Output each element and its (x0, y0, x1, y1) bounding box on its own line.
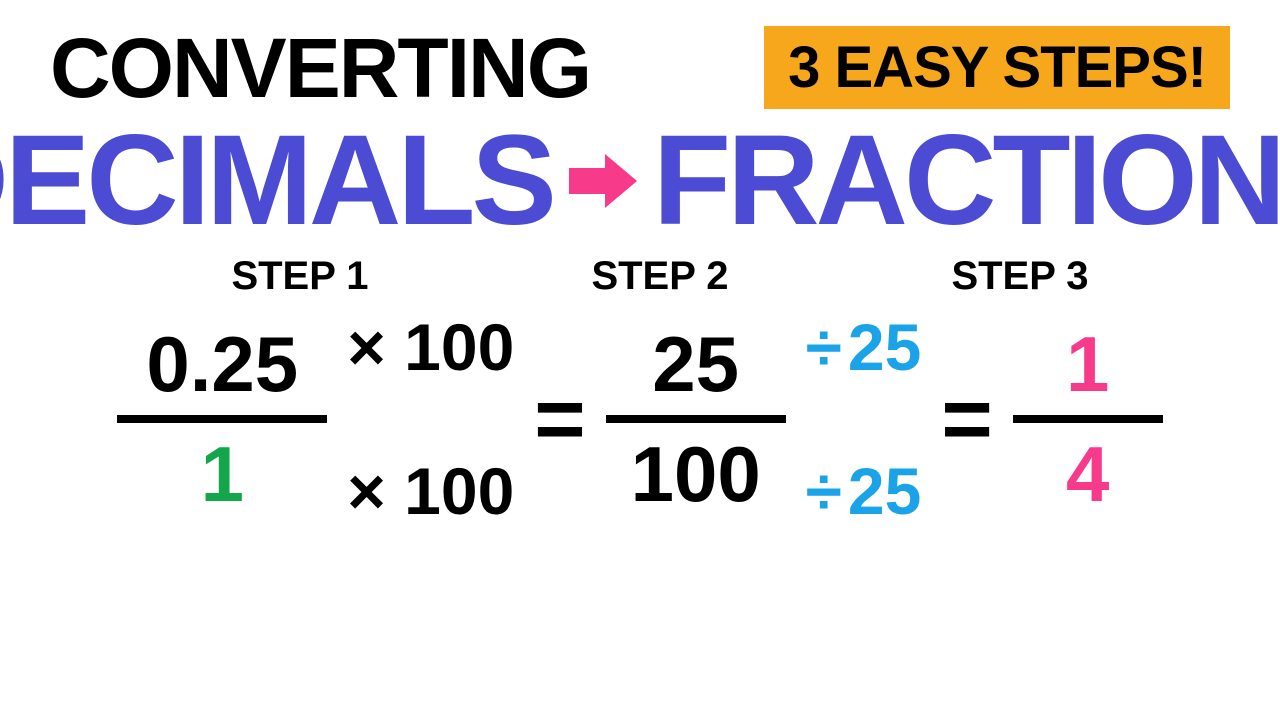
step-1-label: STEP 1 (231, 254, 368, 299)
frac2-numerator: 25 (652, 325, 739, 403)
title-row: DECIMALS FRACTIONS (0, 107, 1280, 254)
ops1-bot: × 100 (347, 453, 514, 529)
frac2-denominator: 100 (631, 435, 761, 513)
fraction-2: 25 100 (606, 325, 786, 513)
step-3-label: STEP 3 (951, 254, 1088, 299)
ops2-bot-sym: ÷ (806, 453, 842, 529)
equals-1: = (534, 368, 585, 470)
fractions-word: FRACTIONS (653, 107, 1280, 254)
ops-1: × 100 × 100 (347, 309, 514, 529)
step-2-label: STEP 2 (591, 254, 728, 299)
math-row: 0.25 1 × 100 × 100 = 25 100 ÷25 ÷25 = 1 … (0, 299, 1280, 529)
ops2-top-val: 25 (848, 309, 921, 385)
arrow-icon (563, 148, 643, 214)
easy-steps-badge: 3 EASY STEPS! (764, 26, 1230, 109)
converting-title: CONVERTING (50, 20, 590, 117)
fraction-1: 0.25 1 (117, 325, 327, 513)
frac1-line (117, 415, 327, 423)
frac3-denominator: 4 (1066, 435, 1109, 513)
frac3-numerator: 1 (1066, 325, 1109, 403)
header-row: CONVERTING 3 EASY STEPS! (0, 0, 1280, 117)
decimals-word: DECIMALS (0, 107, 553, 254)
frac2-line (606, 415, 786, 423)
frac3-line (1013, 415, 1163, 423)
ops2-bot-val: 25 (848, 453, 921, 529)
frac1-numerator: 0.25 (146, 325, 298, 403)
ops-2: ÷25 ÷25 (806, 309, 922, 529)
frac1-denominator: 1 (201, 435, 244, 513)
equals-2: = (941, 368, 992, 470)
ops2-top-sym: ÷ (806, 309, 842, 385)
fraction-3: 1 4 (1013, 325, 1163, 513)
ops1-top: × 100 (347, 309, 514, 385)
